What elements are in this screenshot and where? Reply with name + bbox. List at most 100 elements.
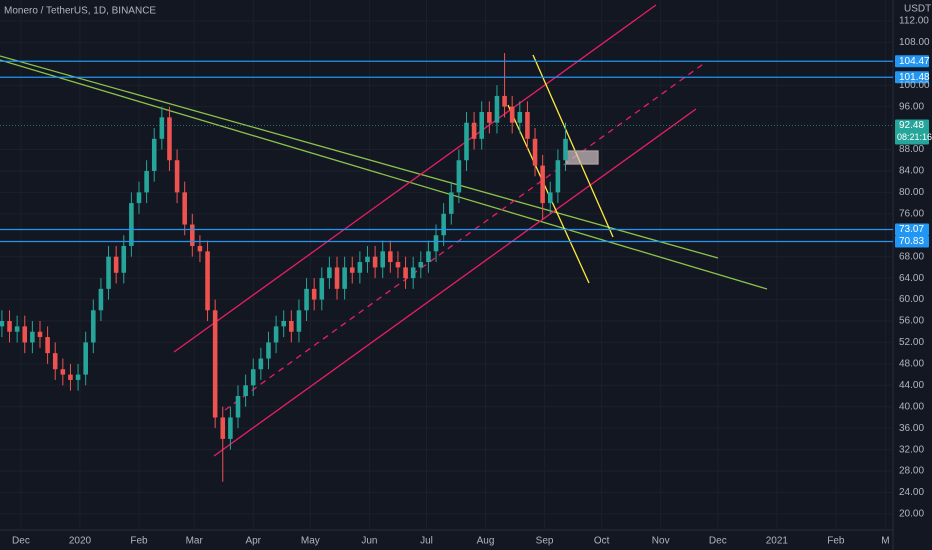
candle-body	[532, 138, 538, 166]
candle-body	[494, 95, 500, 123]
candle-body	[243, 385, 248, 397]
candle-body	[319, 278, 325, 300]
candle-body	[14, 326, 20, 332]
x-tick-label: Jul	[420, 536, 433, 547]
candle-body	[418, 262, 424, 268]
candle-body	[555, 160, 561, 193]
y-tick-label: 96.00	[899, 101, 924, 112]
y-tick-label: 56.00	[899, 316, 924, 327]
y-tick-label: 48.00	[899, 359, 924, 370]
candle-body	[471, 122, 477, 139]
candle-body	[525, 112, 530, 139]
level-label: 104.47	[899, 56, 930, 67]
candle-body	[75, 374, 81, 380]
candle-body	[121, 245, 127, 273]
y-tick-label: 100.00	[899, 80, 930, 91]
price-tag	[895, 235, 929, 248]
candle-body	[509, 106, 515, 123]
candle-body	[144, 170, 149, 193]
price-tag	[895, 71, 929, 84]
candle-body	[159, 117, 165, 139]
y-tick-label: 20.00	[899, 509, 924, 520]
candle-body	[517, 112, 523, 123]
candle-body	[487, 112, 492, 123]
candle-body	[68, 374, 73, 380]
y-tick-label: 40.00	[899, 401, 924, 412]
wedge-line	[532, 54, 614, 238]
x-tick-label: Feb	[827, 536, 845, 547]
y-tick-label: 80.00	[899, 187, 924, 198]
x-tick-label: May	[301, 536, 320, 547]
candle-body	[327, 267, 332, 279]
candle-body	[410, 267, 416, 279]
currency-label: USDT	[904, 4, 931, 15]
x-tick-label: Apr	[245, 536, 261, 547]
candle-body	[205, 251, 210, 311]
candle-body	[136, 192, 142, 204]
price-tag	[895, 55, 929, 68]
candle-body	[365, 256, 370, 263]
candle-body	[479, 112, 485, 139]
candle-body	[228, 417, 233, 439]
x-tick-label: 2020	[69, 536, 92, 547]
candle-body	[547, 192, 553, 204]
y-tick-label: 28.00	[899, 466, 924, 477]
y-tick-label: 36.00	[899, 423, 924, 434]
x-tick-label: Dec	[709, 536, 727, 547]
y-tick-label: 64.00	[899, 273, 924, 284]
candle-body	[52, 353, 58, 370]
candle-body	[563, 138, 568, 161]
candle-body	[7, 321, 12, 332]
x-tick-label: Jun	[361, 536, 377, 547]
x-tick-label: Dec	[12, 536, 30, 547]
candle-body	[60, 369, 66, 375]
y-tick-label: 88.00	[899, 144, 924, 155]
candle-body	[372, 256, 378, 268]
candle-body	[403, 267, 408, 279]
candle-body	[129, 203, 134, 246]
y-tick-label: 76.00	[899, 208, 924, 219]
y-tick-label: 68.00	[899, 251, 924, 262]
last-price-label: 92.48	[899, 120, 924, 131]
candle-body	[388, 251, 393, 263]
box-drawing	[565, 150, 599, 165]
candle-body	[273, 326, 279, 343]
candle-body	[311, 288, 317, 300]
y-tick-label: 32.00	[899, 444, 924, 455]
candle-body	[448, 192, 454, 214]
candle-body	[220, 417, 226, 439]
candle-body	[266, 342, 271, 359]
y-tick-label: 108.00	[899, 37, 930, 48]
candle-body	[357, 262, 363, 273]
candle-body	[281, 321, 286, 327]
candle-body	[296, 310, 302, 332]
grid	[0, 0, 893, 530]
candle-body	[167, 117, 172, 161]
candle-body	[289, 321, 294, 332]
candle-body	[212, 310, 218, 418]
last-price-tag	[895, 119, 929, 145]
candle-body	[22, 326, 28, 343]
level-label: 101.48	[899, 72, 930, 83]
level-label: 73.07	[899, 224, 924, 235]
candle-body	[540, 165, 545, 204]
countdown-label: 08:21:16	[897, 132, 932, 142]
x-tick-label: 2021	[766, 536, 789, 547]
candle-body	[456, 160, 462, 193]
x-tick-label: Sep	[536, 536, 554, 547]
x-tick-label: Feb	[130, 536, 148, 547]
candle-body	[45, 337, 50, 354]
candle-body	[250, 369, 256, 386]
trend-line	[0, 59, 768, 290]
candle-body	[464, 122, 469, 161]
candle-body	[0, 321, 5, 327]
candle-body	[91, 310, 96, 343]
level-label: 70.83	[899, 236, 924, 247]
candle-body	[342, 267, 347, 289]
candle-body	[190, 224, 195, 246]
y-tick-label: 44.00	[899, 380, 924, 391]
x-tick-label: M	[881, 536, 889, 547]
x-tick-label: Aug	[477, 536, 495, 547]
candle-body	[182, 192, 187, 225]
y-tick-label: 112.00	[899, 16, 929, 27]
